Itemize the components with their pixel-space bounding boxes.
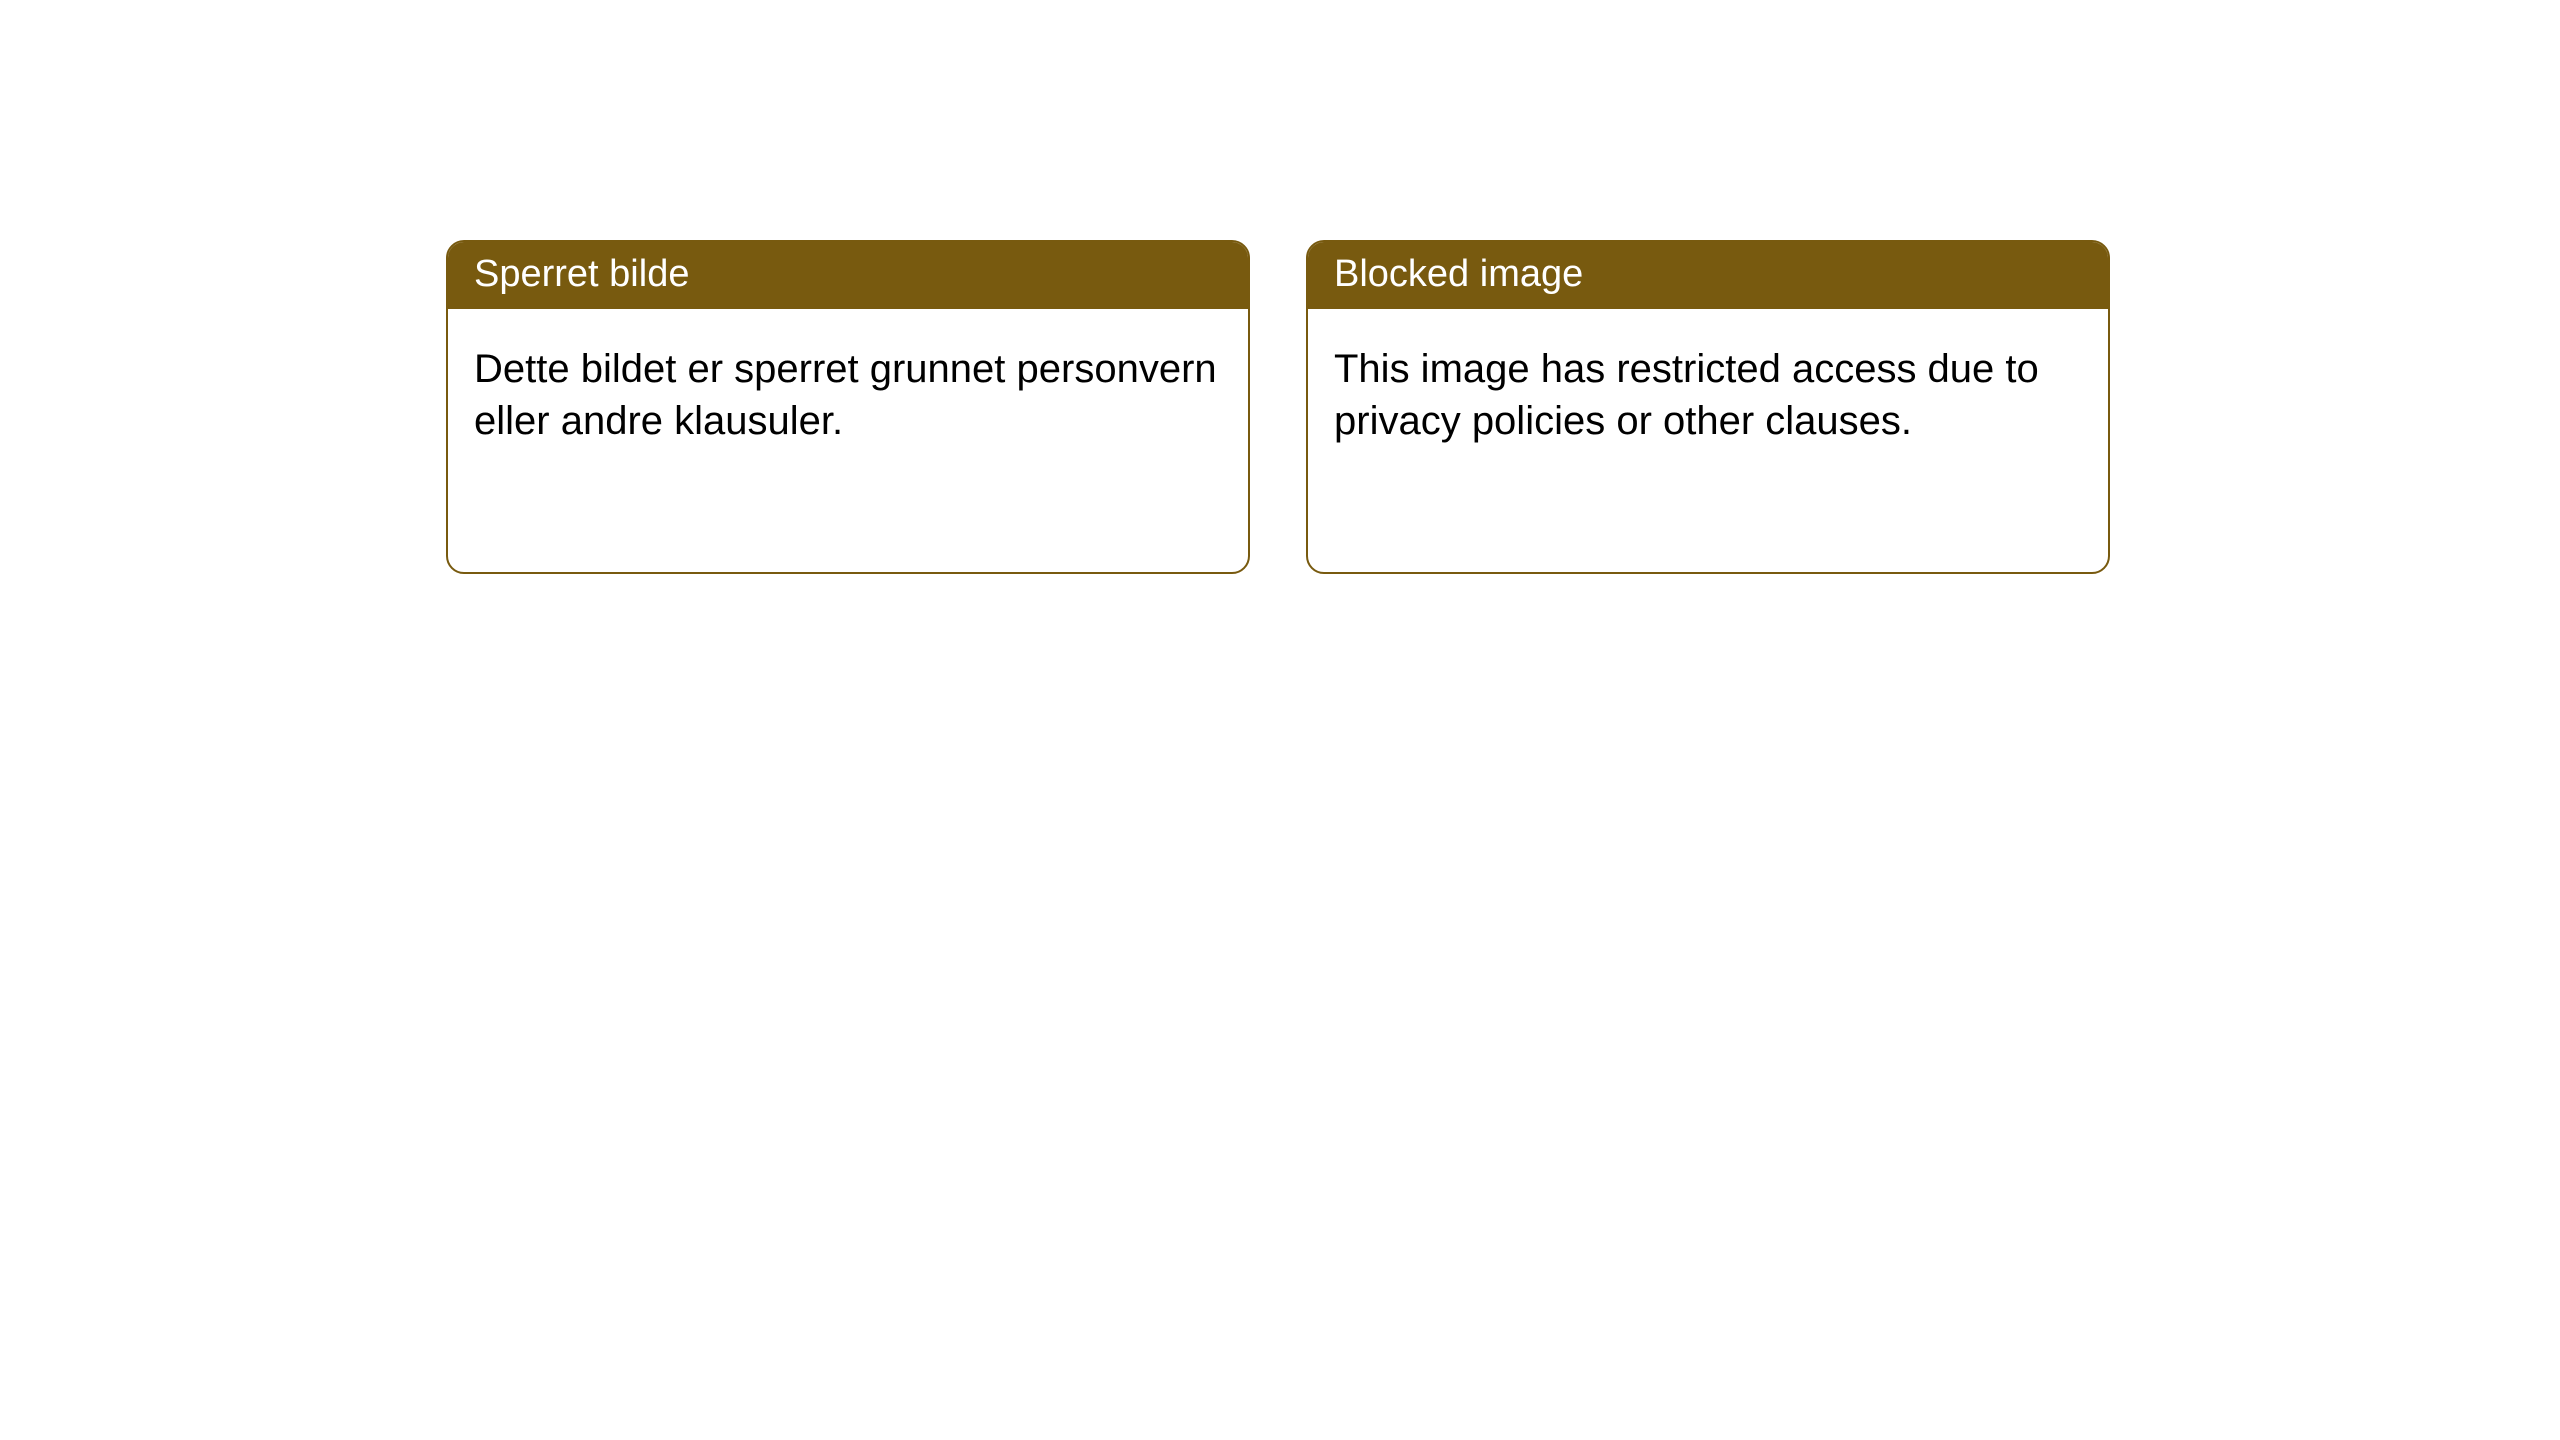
notice-header: Blocked image: [1308, 242, 2108, 309]
notice-card-english: Blocked image This image has restricted …: [1306, 240, 2110, 574]
notice-body: This image has restricted access due to …: [1308, 309, 2108, 473]
notice-card-norwegian: Sperret bilde Dette bildet er sperret gr…: [446, 240, 1250, 574]
notice-container: Sperret bilde Dette bildet er sperret gr…: [0, 0, 2560, 574]
notice-body: Dette bildet er sperret grunnet personve…: [448, 309, 1248, 473]
notice-header: Sperret bilde: [448, 242, 1248, 309]
